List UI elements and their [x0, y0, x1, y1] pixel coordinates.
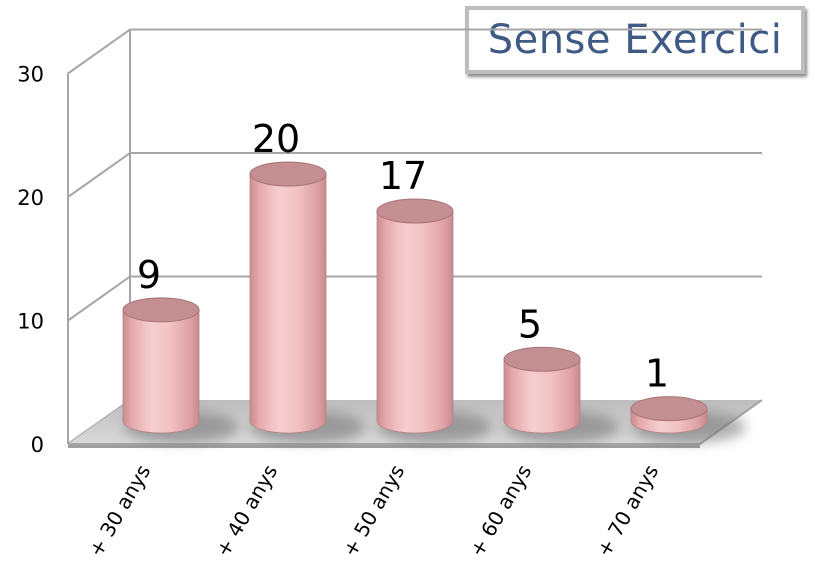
- gridline-side: [67, 275, 131, 322]
- chart-title: Sense Exercici: [487, 17, 783, 63]
- bar-value-label: 1: [645, 352, 669, 396]
- bar: [630, 396, 746, 443]
- chart-title-box: Sense Exercici: [465, 6, 805, 74]
- gridline-side: [67, 28, 131, 75]
- y-tick-label: 20: [17, 186, 44, 210]
- y-tick-label: 10: [17, 310, 44, 334]
- bar-layer: [122, 161, 746, 443]
- bar-top: [376, 198, 454, 224]
- bar-value-label: 9: [137, 253, 161, 297]
- bar-top: [503, 346, 581, 372]
- bar-body: [503, 358, 581, 434]
- bar: [376, 198, 492, 443]
- bar-value-label: 20: [252, 117, 300, 161]
- bar-top: [122, 297, 200, 323]
- x-tick-label: + 50 anys: [337, 461, 409, 561]
- bar-body: [122, 309, 200, 434]
- x-tick-label: + 60 anys: [464, 461, 536, 561]
- bar: [503, 346, 619, 443]
- x-tick-label: + 30 anys: [83, 461, 155, 561]
- gridline-side: [67, 152, 131, 198]
- bar-body: [249, 173, 327, 434]
- x-tick-label: + 40 anys: [210, 461, 282, 561]
- bar-body: [376, 210, 454, 434]
- axis-layer: 0 10 20 30: [17, 63, 763, 457]
- bar-top: [630, 396, 708, 422]
- bar: [249, 161, 365, 443]
- y-tick-label: 0: [31, 433, 44, 457]
- y-tick-label: 30: [17, 63, 44, 87]
- bar-value-label: 5: [518, 302, 542, 346]
- bar: [122, 297, 238, 443]
- bar-value-label: 17: [379, 154, 427, 198]
- bar-top: [249, 161, 327, 187]
- x-tick-label: + 70 anys: [591, 461, 663, 561]
